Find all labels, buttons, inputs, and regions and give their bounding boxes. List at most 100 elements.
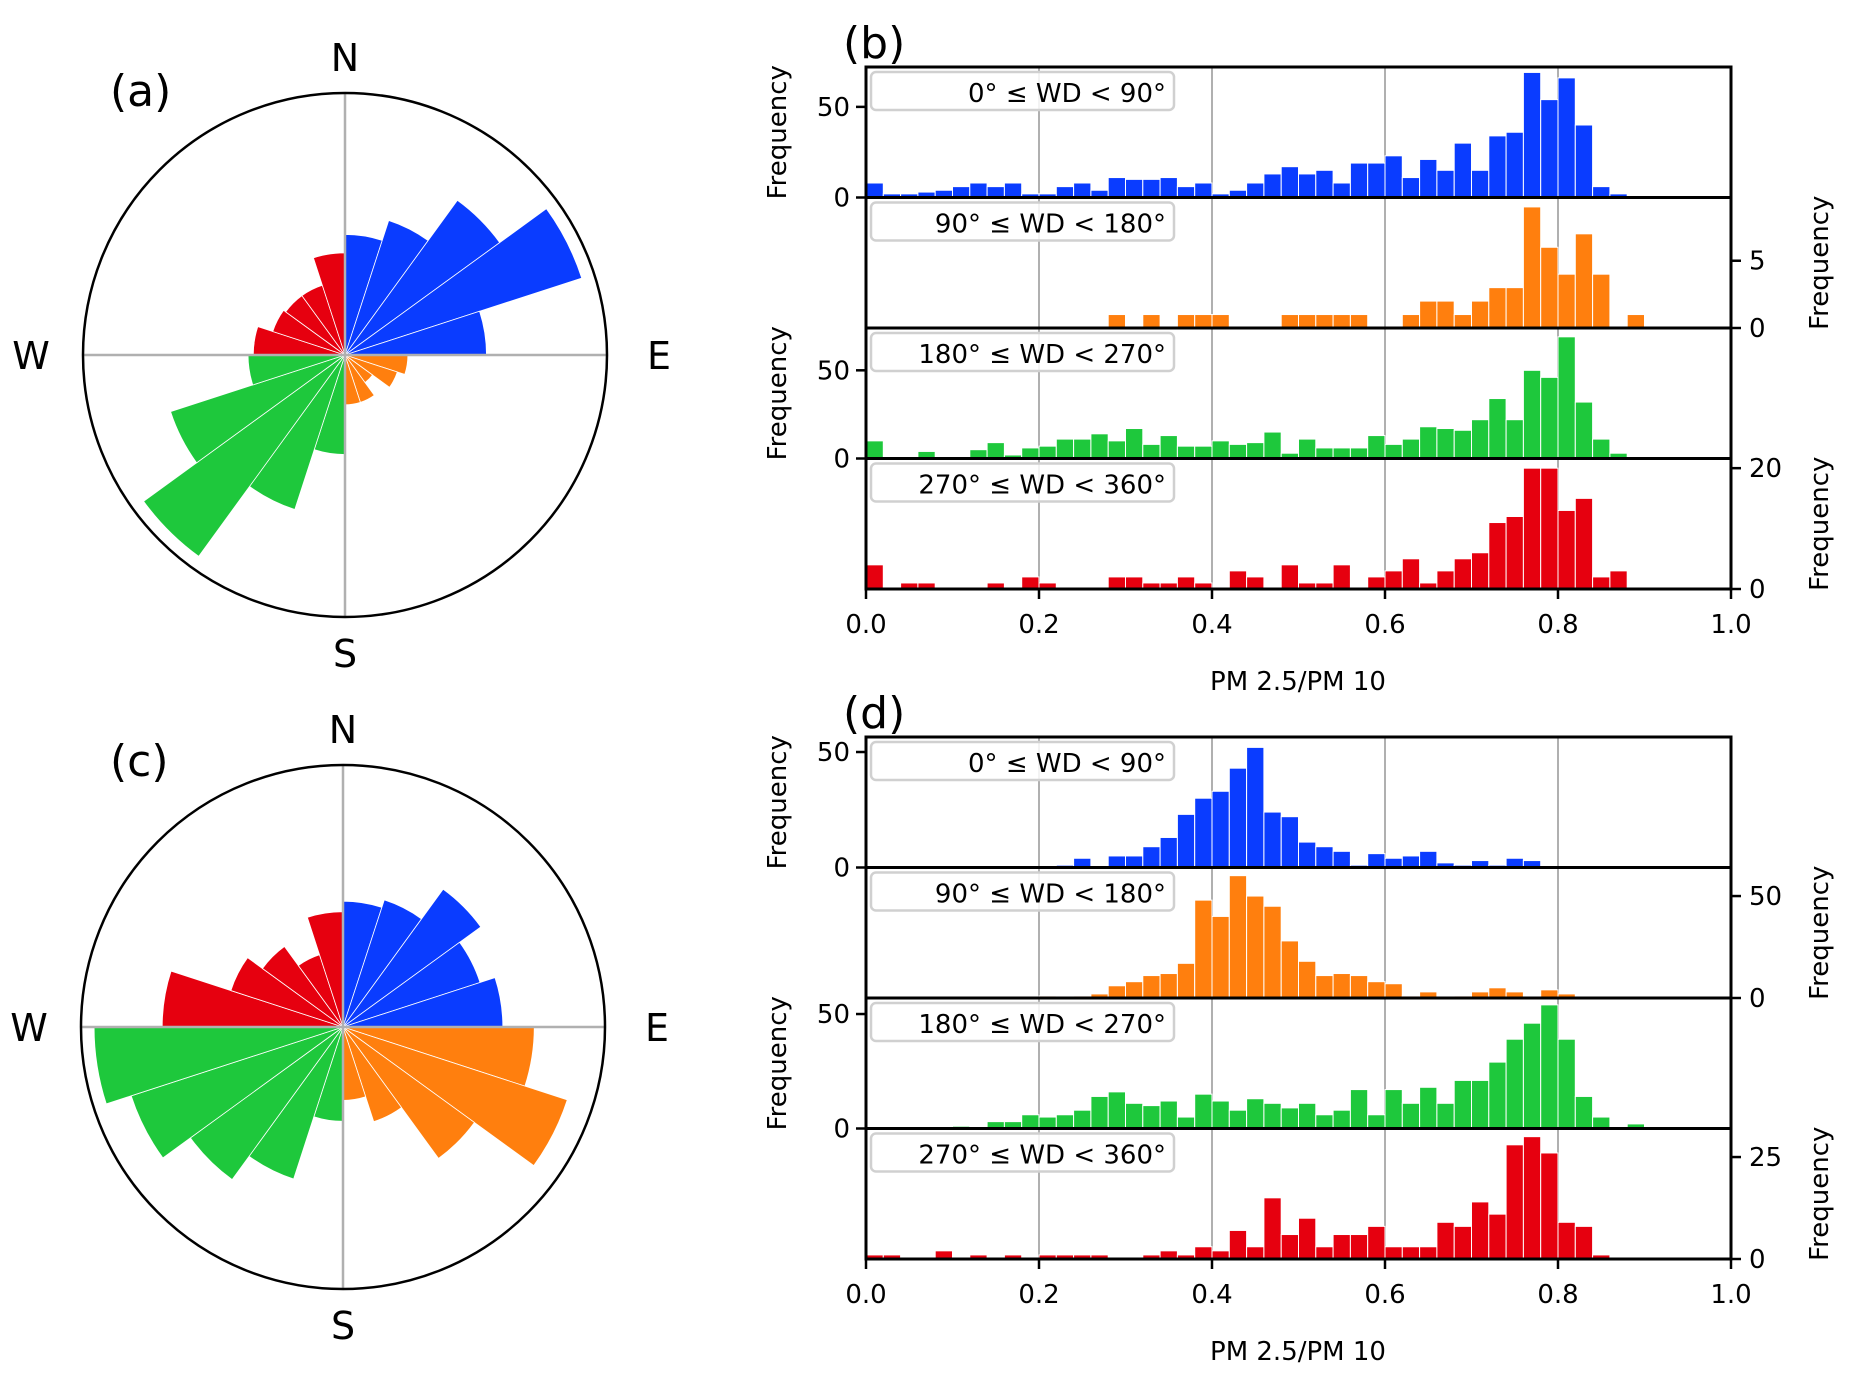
panel-d-subplot-2-bar-22: [1246, 1098, 1265, 1129]
panel-label-b: (b): [843, 18, 905, 69]
panel-b-subplot-1-bar-28: [1349, 314, 1369, 329]
panel-d-subplot-3-bar-40: [1557, 1221, 1576, 1260]
panel-b-subplot-1-bar-24: [1280, 314, 1299, 329]
panel-b-subplot-1-bar-31: [1401, 314, 1421, 329]
panel-d-subplot-1-bar-36: [1488, 987, 1507, 999]
panel-d-subplot-1-ytick-label: 50: [1749, 882, 1782, 912]
panel-d-subplot-3-ytick-label: 25: [1749, 1143, 1782, 1173]
panel-b-subplot-2-bar-29: [1367, 435, 1386, 459]
wind-rose-a: N E S W (a): [12, 36, 671, 676]
panel-b-subplot-2-bar-36: [1488, 398, 1507, 459]
panel-b-subplot-3-bar-18: [1176, 576, 1196, 590]
panel-b-subplot-1-ytick-label: 5: [1749, 247, 1766, 277]
panel-d-subplot-2-bar-9: [1021, 1114, 1040, 1130]
panel-d-subplot-3-bar-33: [1436, 1221, 1455, 1260]
panel-b-subplot-2-bar-30: [1384, 443, 1403, 460]
panel-b-subplot-1-bar-35: [1471, 300, 1490, 329]
panel-b-subplot-0-bar-16: [1142, 178, 1161, 198]
panel-d-subplot-3-legend: 270° ≤ WD < 360°: [869, 1132, 1176, 1173]
panel-b-subplot-0-bar-19: [1194, 182, 1213, 198]
panel-b-subplot-2-bar-16: [1142, 443, 1161, 460]
panel-d-subplot-1-ytick-label: 0: [1749, 984, 1766, 1014]
panel-d-xtick-label: 0.8: [1537, 1280, 1578, 1310]
rose-c-label-north: N: [329, 708, 357, 752]
panel-b-subplot-1-ylabel: Frequency: [1805, 196, 1835, 330]
panel-d-subplot-2-bar-40: [1557, 1038, 1576, 1130]
panel-d-subplot-0-bar-17: [1159, 836, 1178, 868]
panel-d-subplot-2-bar-41: [1574, 1095, 1594, 1130]
panel-b-subplot-3-bar-30: [1384, 570, 1403, 590]
panel-d-xtick-label: 0.6: [1364, 1280, 1405, 1310]
panel-d-subplot-0-bar-20: [1211, 790, 1230, 868]
panel-b-subplot-0-bar-33: [1436, 169, 1455, 198]
panel-b-subplot-2-bar-20: [1211, 440, 1230, 460]
panel-b-subplot-2-bar-33: [1436, 428, 1455, 459]
panel-b-subplot-1-bar-36: [1488, 287, 1507, 329]
panel-b-subplot-2-bar-25: [1298, 438, 1317, 459]
panel-b-subplot-2-bar-41: [1574, 401, 1594, 459]
panel-d-subplot-2-bar-32: [1419, 1086, 1438, 1129]
panel-b-subplot-3-ytick-label: 0: [1749, 575, 1766, 605]
panel-b-xlabel: PM 2.5/PM 10: [1210, 667, 1386, 697]
panel-b-subplot-2-bar-11: [1055, 438, 1075, 459]
panel-b-subplot-0-bar-22: [1246, 182, 1265, 198]
panel-d-subplot-2-ytick-label: 0: [833, 1115, 850, 1145]
panel-d-subplot-1-bar-25: [1298, 960, 1317, 999]
panel-b-subplot-0-legend: 0° ≤ WD < 90°: [869, 70, 1176, 112]
panel-d-subplot-0-bar-27: [1332, 850, 1351, 868]
panel-d-subplot-2-ytick-label: 50: [817, 1000, 850, 1030]
panel-d-subplot-3-ylabel: Frequency: [1805, 1127, 1835, 1261]
panel-b-subplot-3-bar-29: [1367, 576, 1386, 590]
panel-b-subplot-0-bar-26: [1315, 169, 1334, 198]
panel-b-subplot-3-bar-21: [1228, 570, 1248, 590]
panel-b-subplot-2-legend: 180° ≤ WD < 270°: [869, 331, 1176, 373]
panel-d-subplot-2-bar-16: [1142, 1105, 1161, 1129]
panel-b-subplot-1-bar-40: [1557, 273, 1576, 329]
panel-d-subplots: 0 50 Frequency 0° ≤ WD < 90° 0 50 Frequency 90°…: [763, 735, 1835, 1310]
legend-box: [869, 871, 1176, 912]
panel-b-subplot-0-bar-37: [1505, 131, 1524, 198]
panel-d-subplot-2-bar-38: [1522, 1022, 1542, 1129]
panel-b-xtick-label: 0.4: [1191, 610, 1232, 640]
panel-b-subplot-3-bar-36: [1488, 522, 1507, 590]
panel-b-subplot-0-ylabel: Frequency: [763, 65, 793, 199]
panel-d-subplot-2-bar-27: [1332, 1109, 1351, 1129]
rose-a-sector-234: [170, 354, 346, 464]
rose-c-outer-circle: [79, 763, 607, 1291]
panel-d-subplot-3-bar-32: [1419, 1246, 1438, 1260]
legend-box: [869, 462, 1176, 503]
rose-c-sector-288: [230, 957, 344, 1028]
panel-b-subplot-0-bar-28: [1349, 162, 1369, 198]
panel-b-subplot-0-bar-29: [1367, 162, 1386, 198]
panel-b-subplot-3-bar-38: [1522, 467, 1542, 590]
panel-b-subplot-2-bar-32: [1419, 426, 1438, 459]
panel-d-subplot-3-bar-39: [1540, 1152, 1559, 1260]
panel-b-subplot-0-bar-11: [1055, 186, 1075, 198]
panel-b-subplot-2-bar-19: [1194, 445, 1213, 459]
panel-b-subplot-0-bar-7: [986, 186, 1005, 198]
panel-b-subplot-0-ytick-label: 50: [817, 93, 850, 123]
panel-d-subplot-2-bar-33: [1436, 1102, 1455, 1130]
rose-c-sector-126: [342, 1026, 475, 1159]
panel-b-subplot-0-bar-36: [1488, 135, 1507, 198]
panel-d-subplot-1-bar-22: [1246, 895, 1265, 999]
panel-d-subplot-2-bar-34: [1453, 1079, 1472, 1129]
panel-b-subplot-3: 0 20 Frequency 270° ≤ WD < 360° 0.0 0.2 0.4 0.6…: [845, 454, 1835, 640]
panel-d-subplot-2-bar-30: [1384, 1089, 1403, 1130]
panel-b-subplot-1-legend: 90° ≤ WD < 180°: [869, 201, 1176, 242]
panel-d-subplot-2-bar-39: [1540, 1004, 1559, 1129]
panel-d-subplot-2-bar-13: [1090, 1095, 1109, 1130]
panel-b-subplot-2-bar-12: [1073, 438, 1092, 459]
panel-d-xtick-label: 1.0: [1710, 1280, 1751, 1310]
panel-d-subplot-1-legend: 90° ≤ WD < 180°: [869, 871, 1176, 912]
panel-d-subplot-3-ytick-label: 0: [1749, 1245, 1766, 1275]
panel-d-subplot-1-bar-27: [1332, 973, 1351, 999]
panel-d-xtick-label: 0.0: [845, 1280, 886, 1310]
panel-b-subplot-0-bar-25: [1298, 173, 1317, 198]
panel-d-subplot-3-bar-30: [1384, 1246, 1403, 1260]
panel-b-subplot-2-bar-17: [1159, 435, 1178, 459]
panel-d-subplot-3-bar-34: [1453, 1225, 1472, 1260]
panel-b-subplot-1-bar-16: [1142, 314, 1161, 329]
panel-d-subplot-1-bar-23: [1263, 905, 1282, 999]
legend-text: 180° ≤ WD < 270°: [918, 1010, 1166, 1040]
